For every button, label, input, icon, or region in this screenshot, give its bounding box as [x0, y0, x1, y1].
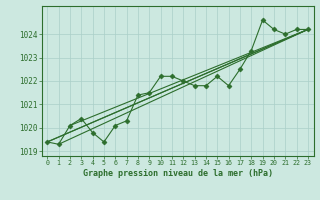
X-axis label: Graphe pression niveau de la mer (hPa): Graphe pression niveau de la mer (hPa) [83, 169, 273, 178]
